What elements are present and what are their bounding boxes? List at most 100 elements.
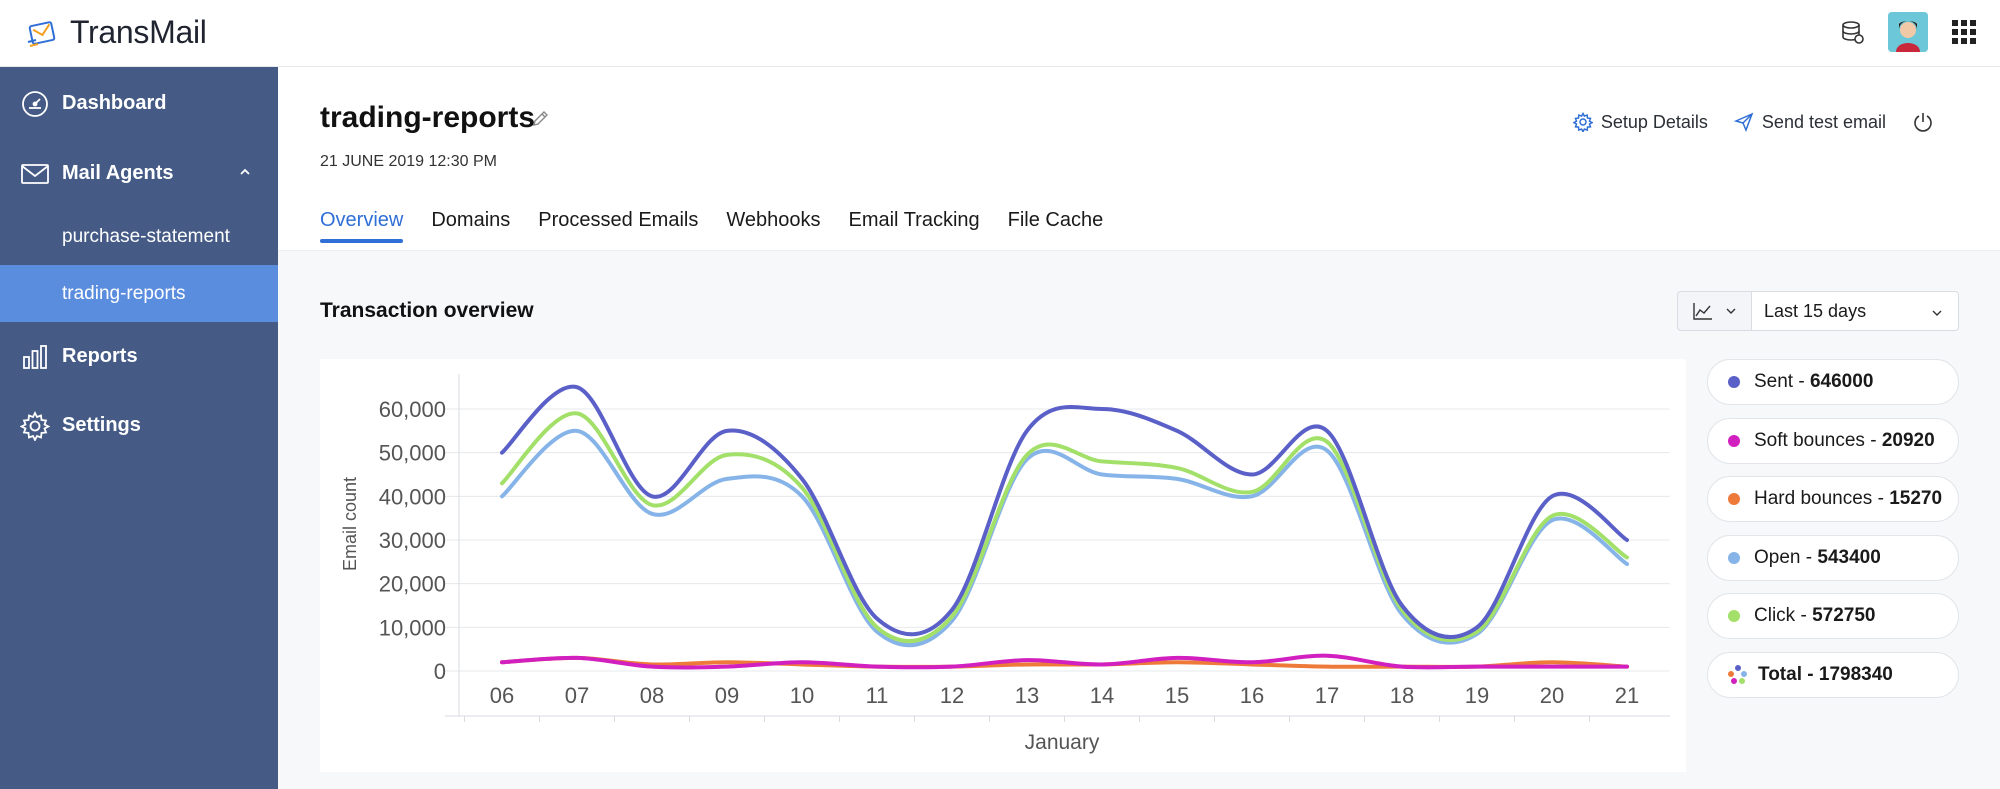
legend-value: 646000	[1809, 371, 1874, 392]
app-name: TransMail	[70, 14, 207, 50]
tab-file-cache[interactable]: File Cache	[1007, 209, 1104, 231]
database-icon[interactable]	[1830, 10, 1874, 54]
legend-name: Open	[1754, 546, 1801, 568]
legend-item-soft-bounces[interactable]: Soft bounces - 20920	[1707, 417, 1959, 464]
sidebar-item-label: Mail Agents	[62, 162, 174, 184]
legend-dot	[1728, 610, 1740, 622]
transmail-logo-icon	[27, 20, 56, 47]
x-tick-label: 12	[940, 683, 964, 708]
send-test-email-button[interactable]: Send test email	[1733, 111, 1886, 133]
x-tick-label: 19	[1465, 683, 1489, 708]
x-tick-label: 14	[1090, 683, 1114, 708]
pencil-edit-icon[interactable]	[530, 109, 550, 129]
series-line-click	[500, 411, 1629, 644]
dashboard-gauge-icon	[22, 91, 48, 117]
line-chart: 0 10,000 20,000 30,000 40,000 50,000 60,000 06 0…	[340, 374, 1670, 754]
x-tick-label: 17	[1315, 683, 1339, 708]
page-timestamp: 21 JUNE 2019 12:30 PM	[320, 153, 497, 170]
transaction-chart: 0 10,000 20,000 30,000 40,000 50,000 60,000 06 0…	[320, 359, 1686, 772]
total-dots-icon	[1728, 664, 1748, 685]
app-grid-icon[interactable]	[1942, 10, 1986, 54]
sidebar: Dashboard Mail Agents purchase-statement…	[0, 67, 278, 789]
y-tick-label: 0	[434, 659, 446, 684]
y-tick-label: 10,000	[379, 615, 446, 640]
legend-name: Total	[1758, 663, 1802, 685]
chevron-down-icon	[1726, 308, 1735, 314]
chevron-down-icon	[1932, 310, 1942, 316]
x-tick-label: 07	[565, 683, 589, 708]
sidebar-item-settings[interactable]: Settings	[0, 397, 278, 454]
setup-details-label: Setup Details	[1600, 111, 1708, 132]
sidebar-item-label: Dashboard	[62, 92, 167, 114]
legend-name: Click	[1754, 605, 1796, 626]
legend-dot	[1728, 493, 1740, 505]
legend-dot	[1728, 551, 1740, 564]
gear-icon	[20, 411, 50, 441]
y-axis-title: Email count	[340, 477, 360, 571]
sidebar-item-mail-agents[interactable]: Mail Agents	[0, 145, 278, 202]
legend-dot	[1728, 376, 1740, 388]
x-tick-label: 11	[866, 683, 889, 708]
x-tick-label: 08	[640, 683, 664, 708]
user-avatar[interactable]	[1886, 10, 1930, 54]
legend-item-open[interactable]: Open - 543400	[1707, 534, 1959, 581]
x-axis-title: January	[1025, 731, 1100, 754]
legend-item-click[interactable]: Click - 572750	[1707, 593, 1959, 639]
chevron-up-icon[interactable]	[238, 165, 252, 179]
tab-processed-emails[interactable]: Processed Emails	[538, 209, 699, 231]
legend-value: 572750	[1812, 605, 1876, 626]
legend-name: Hard bounces	[1754, 488, 1873, 509]
sidebar-subitem-trading-reports[interactable]: trading-reports	[0, 265, 278, 322]
sidebar-subitem-purchase-statement[interactable]: purchase-statement	[0, 208, 278, 265]
chart-type-dropdown[interactable]	[1677, 291, 1751, 331]
main-content: trading-reports 21 JUNE 2019 12:30 PM Se…	[278, 67, 2000, 789]
gear-icon	[1572, 112, 1593, 132]
x-tick-label: 15	[1165, 683, 1189, 708]
bar-chart-icon	[23, 345, 47, 369]
y-tick-label: 20,000	[379, 572, 446, 597]
series-line-sent	[500, 384, 1629, 639]
x-tick-label: 18	[1390, 683, 1414, 708]
sidebar-item-reports[interactable]: Reports	[0, 328, 278, 385]
setup-details-button[interactable]: Setup Details	[1572, 111, 1708, 133]
x-tick-label: 06	[490, 683, 514, 708]
chart-legend: Sent - 646000 Soft bounces - 20920 Hard …	[1707, 359, 1959, 710]
tab-webhooks[interactable]: Webhooks	[726, 209, 821, 231]
sidebar-item-dashboard[interactable]: Dashboard	[0, 75, 278, 132]
series-line-open	[500, 428, 1629, 648]
legend-name: Sent	[1754, 371, 1794, 392]
tab-overview[interactable]: Overview	[320, 209, 404, 243]
tab-bar: Overview Domains Processed Emails Webhoo…	[320, 209, 1131, 243]
x-tick-label: 13	[1015, 683, 1039, 708]
date-range-select[interactable]: Last 15 days	[1751, 291, 1959, 331]
legend-value: 1798340	[1818, 663, 1893, 685]
top-bar: TransMail	[0, 0, 2000, 67]
x-tick-label: 16	[1240, 683, 1264, 708]
power-icon	[1914, 113, 1932, 132]
date-range-value: Last 15 days	[1764, 300, 1867, 321]
send-test-email-label: Send test email	[1761, 111, 1886, 132]
legend-item-sent[interactable]: Sent - 646000	[1707, 359, 1959, 405]
y-tick-label: 40,000	[379, 484, 446, 509]
envelope-icon	[21, 164, 49, 184]
tab-email-tracking[interactable]: Email Tracking	[848, 209, 980, 231]
legend-dot	[1728, 434, 1740, 447]
section-title: Transaction overview	[320, 299, 534, 322]
legend-value: 15270	[1889, 488, 1943, 509]
y-tick-label: 60,000	[379, 397, 446, 422]
x-tick-label: 10	[790, 683, 814, 708]
sidebar-subitem-label: purchase-statement	[62, 225, 230, 247]
tab-domains[interactable]: Domains	[431, 209, 511, 231]
y-tick-label: 30,000	[379, 528, 446, 553]
power-button[interactable]	[1912, 111, 1942, 133]
legend-name: Soft bounces	[1754, 429, 1865, 451]
legend-value: 543400	[1817, 546, 1881, 568]
legend-item-total[interactable]: Total - 1798340	[1707, 651, 1959, 698]
sidebar-item-label: Settings	[62, 414, 141, 436]
y-tick-label: 50,000	[379, 441, 446, 466]
sidebar-subitem-label: trading-reports	[62, 282, 186, 304]
legend-item-hard-bounces[interactable]: Hard bounces - 15270	[1707, 476, 1959, 522]
app-logo[interactable]: TransMail	[26, 14, 207, 51]
legend-value: 20920	[1881, 429, 1935, 451]
tabs-divider	[278, 250, 2000, 251]
